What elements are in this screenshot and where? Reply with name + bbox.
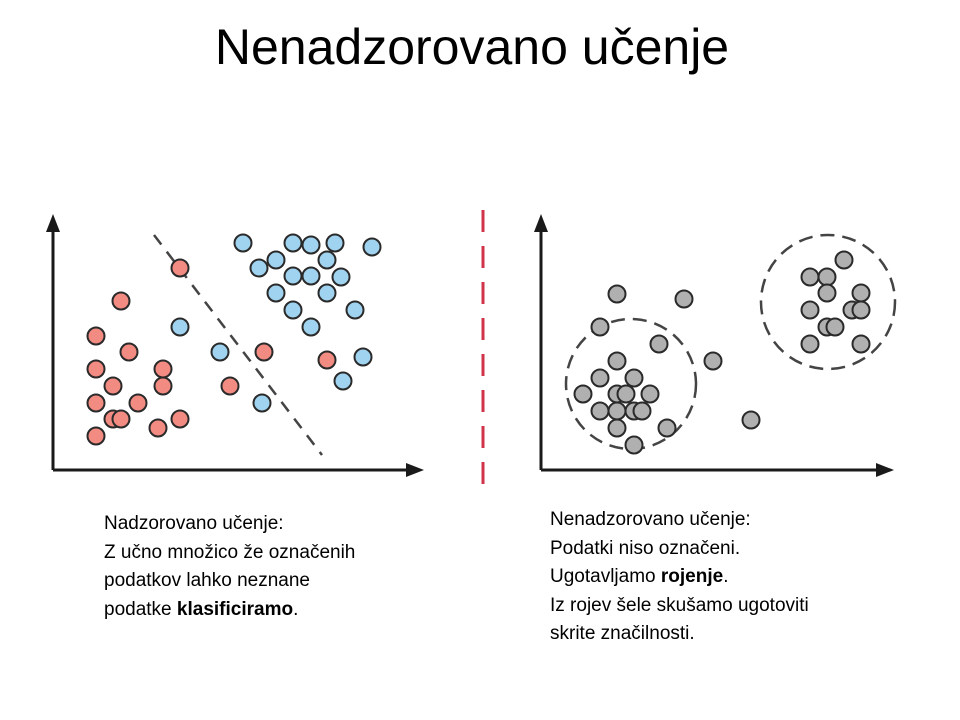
blue-data-point	[317, 250, 337, 270]
unlabeled-data-point	[703, 351, 723, 371]
red-data-point	[220, 376, 240, 396]
right-x-axis-arrow-icon	[876, 463, 894, 477]
unlabeled-data-point	[624, 368, 644, 388]
red-data-point	[128, 393, 148, 413]
red-data-point	[317, 350, 337, 370]
red-data-point	[86, 393, 106, 413]
unlabeled-data-point	[800, 300, 820, 320]
blue-data-point	[301, 235, 321, 255]
blue-data-point	[301, 266, 321, 286]
unsupervised-line: skrite značilnosti.	[550, 623, 695, 645]
unsupervised-line: Podatki niso označeni.	[550, 537, 741, 559]
unlabeled-data-point	[640, 384, 660, 404]
red-data-point	[119, 342, 139, 362]
unsupervised-text: Ugotavljamo	[550, 566, 661, 588]
unsupervised-heading: Nenadzorovano učenje:	[550, 509, 751, 530]
blue-data-point	[333, 371, 353, 391]
left-plot	[46, 214, 424, 477]
supervised-text: podatke	[104, 598, 177, 620]
unlabeled-data-point	[607, 401, 627, 421]
unlabeled-data-point	[825, 317, 845, 337]
blue-data-point	[283, 266, 303, 286]
left-points	[86, 233, 382, 446]
unsupervised-text: .	[723, 566, 729, 588]
unlabeled-data-point	[817, 283, 837, 303]
unlabeled-data-point	[657, 418, 677, 438]
unlabeled-data-point	[573, 384, 593, 404]
unlabeled-data-point	[741, 410, 761, 430]
red-data-point	[148, 418, 168, 438]
slide-title: Nenadzorovano učenje	[214, 19, 730, 75]
blue-data-point	[362, 237, 382, 257]
cluster-circle-upper	[759, 233, 897, 371]
unlabeled-data-point	[800, 334, 820, 354]
unlabeled-data-point	[800, 267, 820, 287]
unlabeled-data-point	[616, 384, 636, 404]
unlabeled-data-point	[674, 289, 694, 309]
unlabeled-data-point	[607, 418, 627, 438]
unlabeled-data-point	[817, 267, 837, 287]
supervised-line: Z učno množico že označenih	[104, 541, 356, 563]
blue-data-point	[210, 342, 230, 362]
unlabeled-data-point	[851, 334, 871, 354]
red-data-point	[153, 376, 173, 396]
supervised-text: .	[293, 598, 299, 620]
unlabeled-data-point	[624, 435, 644, 455]
unsupervised-caption: Nenadzorovano učenje: Podatki niso označ…	[550, 506, 809, 649]
blue-data-point	[353, 347, 373, 367]
right-points	[573, 250, 871, 455]
unlabeled-data-point	[649, 334, 669, 354]
red-data-point	[86, 326, 106, 346]
unlabeled-data-point	[851, 300, 871, 320]
blue-data-point	[266, 283, 286, 303]
supervised-line: podatke klasificiramo.	[104, 596, 355, 625]
red-data-point	[153, 359, 173, 379]
unsupervised-line: Iz rojev šele skušamo ugotoviti	[550, 594, 809, 616]
blue-data-point	[325, 233, 345, 253]
supervised-heading: Nadzorovano učenje:	[104, 513, 284, 534]
right-plot	[534, 214, 897, 477]
blue-data-point	[331, 267, 351, 287]
supervised-caption: Nadzorovano učenje: Z učno množico že oz…	[104, 510, 355, 624]
blue-data-point	[233, 233, 253, 253]
blue-data-point	[345, 300, 365, 320]
supervised-line: podatkov lahko neznane	[104, 570, 310, 592]
blue-data-point	[266, 250, 286, 270]
blue-data-point	[283, 233, 303, 253]
blue-data-point	[252, 393, 272, 413]
unlabeled-data-point	[607, 284, 627, 304]
red-data-point	[170, 258, 190, 278]
unlabeled-data-point	[590, 317, 610, 337]
blue-data-point	[170, 317, 190, 337]
blue-data-point	[249, 258, 269, 278]
red-data-point	[111, 409, 131, 429]
blue-data-point	[301, 317, 321, 337]
unlabeled-data-point	[632, 401, 652, 421]
unsupervised-line: Ugotavljamo rojenje.	[550, 563, 809, 592]
unlabeled-data-point	[851, 283, 871, 303]
blue-data-point	[283, 300, 303, 320]
unsupervised-keyword: rojenje	[660, 566, 724, 588]
unlabeled-data-point	[590, 368, 610, 388]
supervised-keyword: klasificiramo	[176, 598, 294, 620]
unlabeled-data-point	[607, 351, 627, 371]
right-y-axis-arrow-icon	[534, 214, 548, 232]
red-data-point	[86, 426, 106, 446]
unlabeled-data-point	[834, 250, 854, 270]
unlabeled-data-point	[590, 401, 610, 421]
left-x-axis-arrow-icon	[406, 463, 424, 477]
red-data-point	[170, 409, 190, 429]
red-data-point	[103, 376, 123, 396]
red-data-point	[86, 359, 106, 379]
blue-data-point	[317, 283, 337, 303]
red-data-point	[111, 291, 131, 311]
red-data-point	[254, 342, 274, 362]
left-y-axis-arrow-icon	[46, 214, 60, 232]
